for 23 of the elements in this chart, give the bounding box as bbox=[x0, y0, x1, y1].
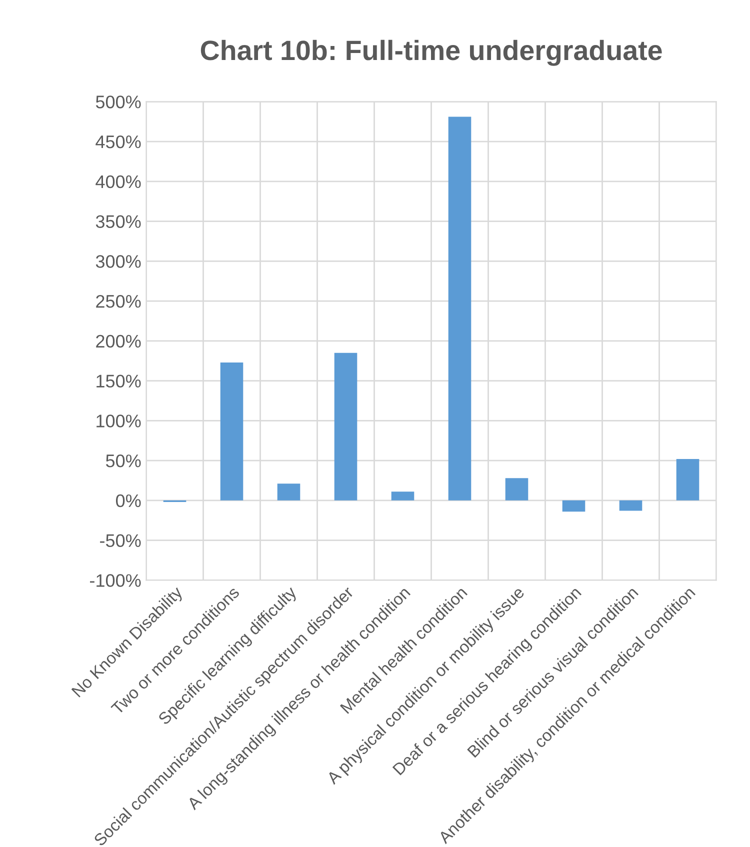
y-tick-label: 350% bbox=[96, 215, 141, 228]
bar bbox=[277, 484, 300, 500]
y-tick-label: 500% bbox=[96, 96, 141, 108]
y-tick-label: 400% bbox=[96, 175, 141, 188]
y-tick-label: 50% bbox=[106, 454, 141, 468]
bar bbox=[562, 500, 586, 512]
bar bbox=[448, 116, 472, 500]
chart-title: Chart 10b: Full-time undergraduate bbox=[200, 40, 662, 66]
bar bbox=[505, 478, 528, 500]
bar bbox=[619, 500, 642, 511]
y-tick-label: 250% bbox=[96, 294, 141, 308]
y-tick-label: 150% bbox=[96, 374, 141, 388]
y-tick-label: 300% bbox=[96, 255, 141, 268]
bar bbox=[391, 492, 414, 500]
y-tick-label: 450% bbox=[96, 135, 141, 148]
y-tick-label: -100% bbox=[90, 574, 141, 587]
y-tick-label: 200% bbox=[96, 334, 141, 348]
bar bbox=[220, 362, 244, 500]
bar bbox=[334, 352, 358, 500]
y-tick-label: -50% bbox=[100, 534, 141, 548]
y-tick-label: 0% bbox=[116, 494, 141, 508]
y-tick-label: 100% bbox=[96, 414, 141, 428]
bar bbox=[676, 458, 700, 500]
